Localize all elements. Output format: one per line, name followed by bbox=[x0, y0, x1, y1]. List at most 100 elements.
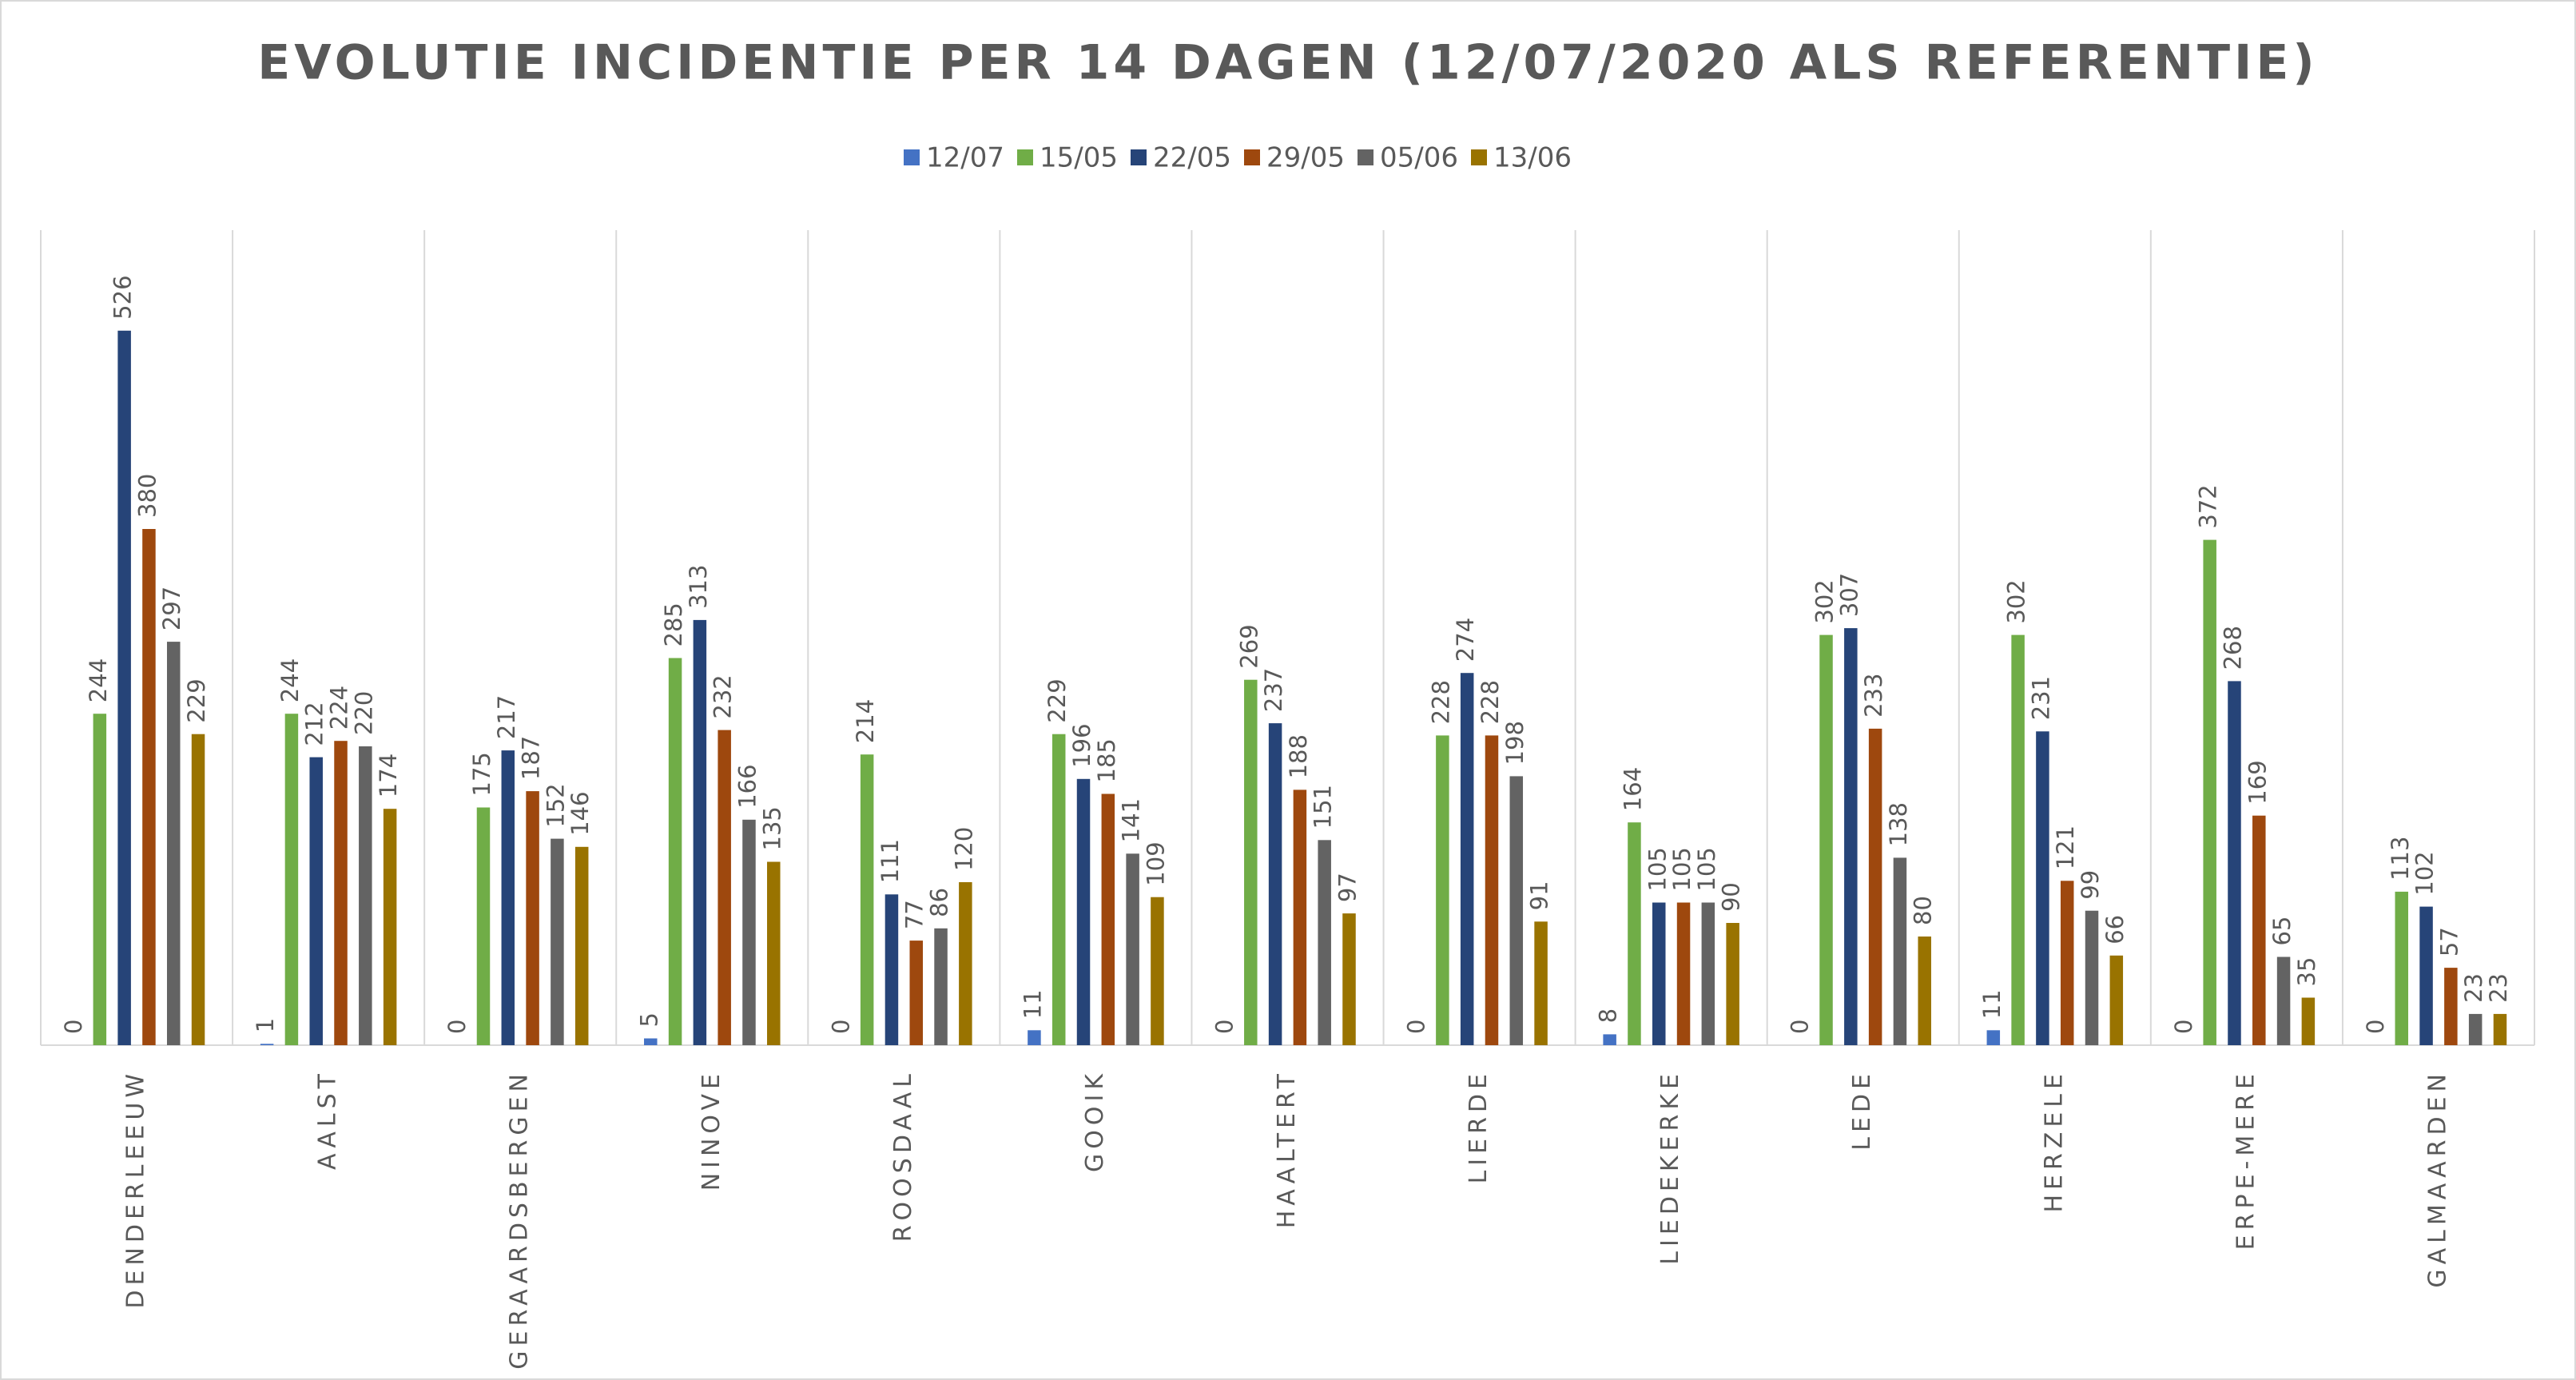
data-label: 0 bbox=[443, 1020, 471, 1034]
data-label: 244 bbox=[85, 658, 112, 702]
bar bbox=[1676, 902, 1691, 1045]
x-tick-label: GOOIK bbox=[1081, 1069, 1109, 1172]
data-label: 302 bbox=[2003, 579, 2030, 623]
bar bbox=[2203, 539, 2216, 1045]
bar bbox=[1819, 634, 1833, 1045]
data-label: 244 bbox=[276, 658, 304, 702]
bar bbox=[1893, 857, 1907, 1045]
data-label: 164 bbox=[1619, 767, 1646, 811]
legend-swatch bbox=[1131, 149, 1147, 165]
bar bbox=[644, 1038, 658, 1045]
bar bbox=[1126, 853, 1139, 1045]
data-label: 526 bbox=[109, 275, 137, 319]
data-label: 217 bbox=[493, 695, 520, 739]
bar bbox=[574, 846, 589, 1045]
data-label: 169 bbox=[2244, 760, 2271, 804]
x-tick-label: HERZELE bbox=[2040, 1069, 2068, 1213]
data-label: 138 bbox=[1885, 802, 1912, 846]
data-label: 135 bbox=[758, 806, 785, 850]
bar bbox=[284, 714, 299, 1045]
bar bbox=[2444, 968, 2458, 1045]
data-label: 185 bbox=[1093, 738, 1120, 782]
bar bbox=[2036, 731, 2049, 1045]
data-label: 231 bbox=[2027, 676, 2054, 720]
data-label: 228 bbox=[1427, 680, 1454, 724]
data-label: 57 bbox=[2435, 927, 2463, 956]
data-label: 0 bbox=[60, 1020, 87, 1034]
data-label: 11 bbox=[1978, 989, 2006, 1019]
bar bbox=[718, 730, 731, 1045]
bar bbox=[334, 741, 348, 1045]
x-tick-label: ERPE-MERE bbox=[2232, 1069, 2260, 1250]
data-label: 220 bbox=[350, 691, 377, 735]
data-label: 23 bbox=[2485, 973, 2512, 1003]
data-label: 0 bbox=[827, 1020, 854, 1034]
x-tick-label: NINOVE bbox=[698, 1069, 725, 1191]
bar bbox=[1268, 723, 1282, 1045]
data-label: 105 bbox=[1644, 847, 1671, 891]
data-label: 65 bbox=[2268, 917, 2296, 946]
legend-swatch bbox=[1358, 149, 1373, 165]
bar bbox=[885, 894, 899, 1045]
data-label: 99 bbox=[2077, 870, 2104, 900]
x-tick-label: DENDERLEEUW bbox=[122, 1069, 150, 1309]
data-label: 0 bbox=[1787, 1020, 1814, 1034]
data-label: 214 bbox=[852, 699, 879, 743]
bar bbox=[668, 658, 682, 1045]
data-label: 372 bbox=[2195, 484, 2222, 528]
bar bbox=[1318, 840, 1331, 1045]
data-label: 105 bbox=[1693, 847, 1720, 891]
bar bbox=[909, 941, 923, 1045]
bar bbox=[2468, 1013, 2483, 1045]
bar bbox=[191, 734, 205, 1045]
legend-label: 05/06 bbox=[1380, 142, 1458, 174]
bar bbox=[526, 791, 539, 1045]
bar bbox=[2109, 955, 2124, 1045]
bar bbox=[2252, 815, 2266, 1045]
data-label: 35 bbox=[2293, 957, 2320, 987]
data-label: 229 bbox=[1044, 678, 1071, 722]
bar bbox=[1701, 902, 1715, 1045]
bar bbox=[1293, 789, 1307, 1045]
data-label: 175 bbox=[468, 752, 495, 796]
x-tick-label: HAALTERT bbox=[1273, 1069, 1301, 1228]
bar bbox=[1460, 673, 1474, 1045]
data-label: 196 bbox=[1068, 723, 1095, 767]
x-tick-label: GERAARDSBERGEN bbox=[506, 1069, 534, 1370]
data-label: 228 bbox=[1477, 680, 1504, 724]
data-label: 268 bbox=[2219, 626, 2246, 670]
bar bbox=[2085, 910, 2099, 1045]
x-tick-label: GALMAARDEN bbox=[2423, 1069, 2451, 1288]
data-label: 285 bbox=[660, 603, 687, 646]
data-label: 11 bbox=[1019, 989, 1046, 1019]
data-label: 233 bbox=[1860, 674, 1887, 718]
bar bbox=[142, 529, 156, 1045]
data-label: 141 bbox=[1118, 798, 1145, 842]
data-label: 77 bbox=[901, 900, 928, 929]
bar bbox=[93, 714, 107, 1045]
data-label: 224 bbox=[326, 686, 353, 730]
x-tick-label: LIEDEKERKE bbox=[1656, 1069, 1684, 1265]
data-label: 146 bbox=[566, 791, 594, 835]
data-label: 80 bbox=[1910, 896, 1937, 925]
bar bbox=[934, 928, 948, 1045]
data-label: 105 bbox=[1668, 847, 1695, 891]
data-label: 0 bbox=[1211, 1020, 1238, 1034]
data-label: 23 bbox=[2460, 973, 2487, 1003]
data-label: 113 bbox=[2387, 837, 2414, 881]
bar bbox=[2419, 906, 2433, 1045]
bar bbox=[2228, 681, 2241, 1045]
data-label: 91 bbox=[1526, 881, 1553, 910]
bar bbox=[1628, 822, 1641, 1045]
bar bbox=[1986, 1030, 2001, 1045]
data-label: 313 bbox=[685, 565, 712, 609]
bar bbox=[1244, 679, 1258, 1045]
bar bbox=[1509, 776, 1524, 1045]
bar bbox=[2276, 956, 2291, 1045]
data-label: 0 bbox=[2170, 1020, 2197, 1034]
bar bbox=[1051, 734, 1066, 1045]
data-label: 307 bbox=[1835, 573, 1862, 617]
data-label: 8 bbox=[1595, 1008, 1622, 1023]
legend-swatch bbox=[1471, 149, 1487, 165]
data-label: 0 bbox=[1403, 1020, 1430, 1034]
